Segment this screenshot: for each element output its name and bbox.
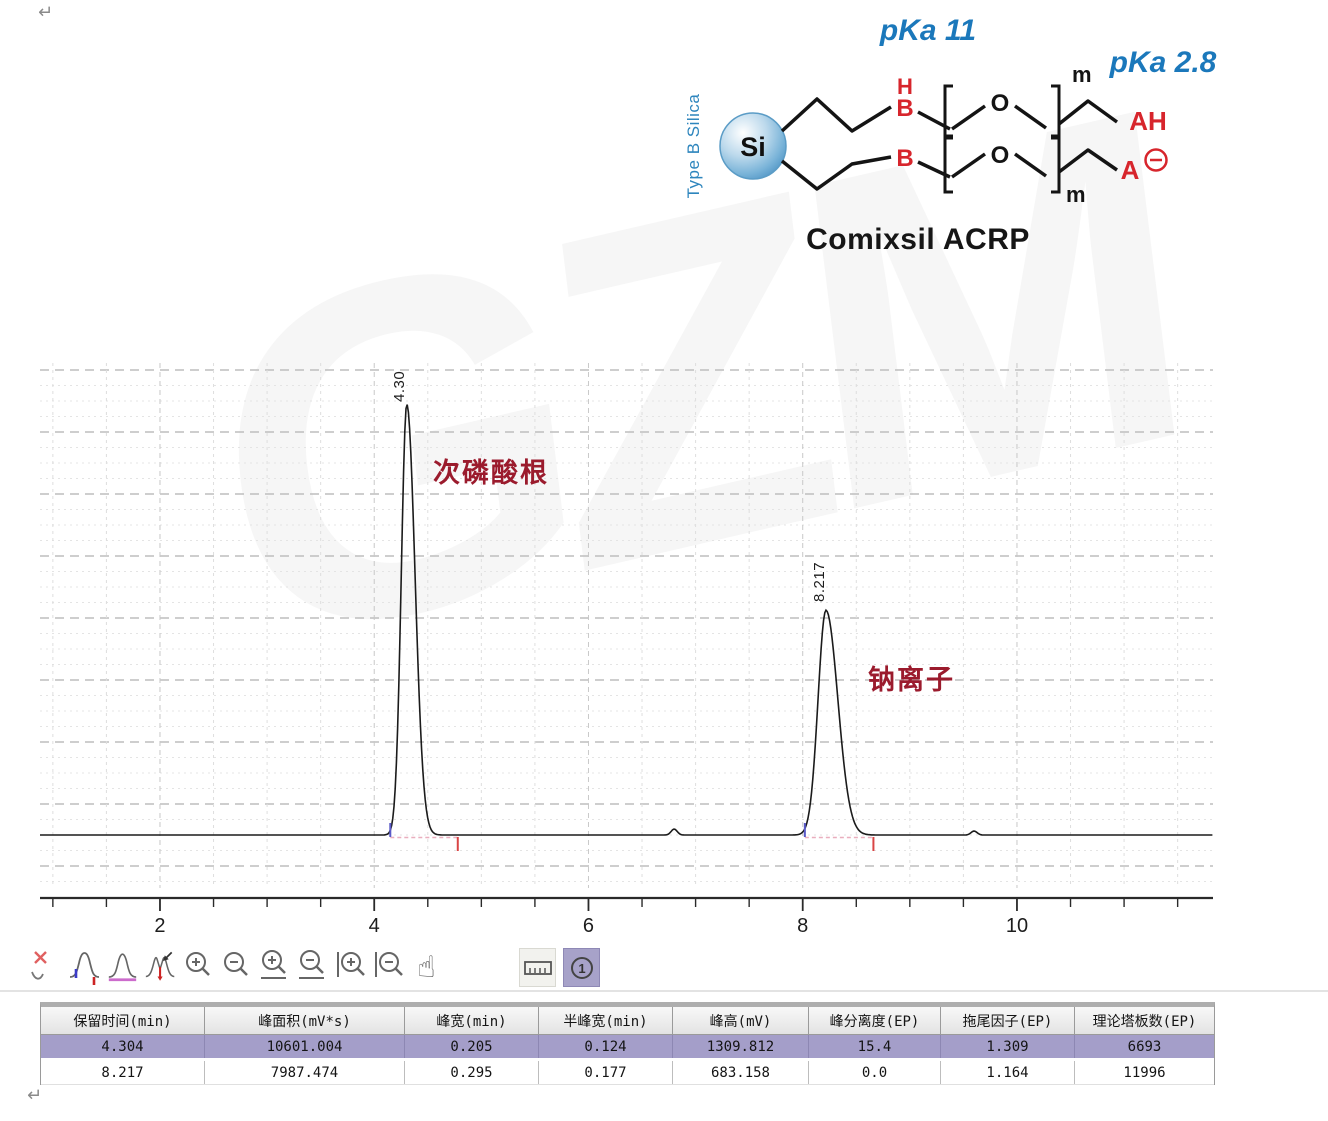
peak2-name-label: 钠离子: [868, 664, 955, 696]
col-header-peak-area[interactable]: 峰面积(mV*s): [205, 1007, 405, 1034]
silica-sphere: [719, 112, 787, 180]
cell-width: 0.205: [405, 1035, 539, 1058]
delete-peak-icon[interactable]: [31, 945, 62, 987]
cell-tailing: 1.164: [941, 1061, 1075, 1084]
hand-tool-icon[interactable]: ☝: [417, 950, 436, 985]
structure-caption: Comixsil ACRP: [806, 223, 1030, 256]
cell-half-width: 0.177: [539, 1061, 673, 1084]
svg-text:1: 1: [578, 961, 585, 976]
bottom-b-atom: B: [896, 145, 913, 172]
column-structure-diagram: pKa 11 pKa 2.8 Type B Silica Si H B O m …: [684, 14, 1217, 256]
peak-baseline-icon[interactable]: [107, 945, 138, 987]
chromatogram-toolbar: ☝ 1: [31, 945, 607, 987]
svg-text:4: 4: [369, 915, 380, 937]
svg-text:6: 6: [583, 915, 594, 937]
bottom-chain-bond: [780, 155, 892, 191]
bond: [950, 152, 987, 179]
pka-top-label: pKa 11: [879, 14, 976, 47]
col-header-half-width[interactable]: 半峰宽(min): [539, 1007, 673, 1034]
zoom-out-icon[interactable]: [221, 945, 252, 987]
cell-plates: 6693: [1127, 1039, 1162, 1055]
bottom-open-bracket: [943, 136, 953, 194]
cell-resolution: 15.4: [809, 1035, 941, 1058]
bottom-o-atom: O: [991, 142, 1010, 169]
top-end-group: AH: [1129, 106, 1167, 136]
bond: [1057, 148, 1118, 174]
chromatogram-plot[interactable]: 2 4 6 8 10 4.30 8.217 次磷酸根 钠离子: [0, 355, 1328, 940]
zoom-in-horizontal-icon[interactable]: [259, 945, 290, 987]
channel-1-icon[interactable]: 1: [563, 948, 600, 987]
cell-plates: 11996: [1123, 1065, 1166, 1081]
top-close-bracket: [1051, 84, 1061, 138]
top-m-subscript: m: [1072, 62, 1092, 87]
cell-rt: 4.304: [41, 1035, 205, 1058]
toolbar-separator: [0, 990, 1328, 992]
col-header-peak-width[interactable]: 峰宽(min): [405, 1007, 539, 1034]
cell-area: 10601.004: [205, 1035, 405, 1058]
zoom-in-icon[interactable]: [183, 945, 214, 987]
silica-type-label: Type B Silica: [684, 94, 703, 199]
cell-height: 1309.812: [673, 1035, 809, 1058]
top-o-atom: O: [991, 90, 1010, 117]
ruler-icon[interactable]: [519, 948, 556, 987]
col-header-retention-time[interactable]: 保留时间(min): [41, 1007, 205, 1034]
top-h-atom: H: [897, 74, 913, 99]
paragraph-return-mark-bottom: ↵: [27, 1085, 43, 1106]
signal-trace: [40, 404, 1213, 836]
bottom-m-subscript: m: [1066, 182, 1086, 207]
zoom-out-horizontal-icon[interactable]: [297, 945, 328, 987]
cell-rt: 8.217: [41, 1061, 205, 1084]
zoom-out-vertical-icon[interactable]: [373, 945, 404, 987]
zoom-in-vertical-icon[interactable]: [335, 945, 366, 987]
charge-minus-icon: [1144, 148, 1168, 172]
bottom-end-group: A: [1121, 155, 1140, 185]
peak-results-table: 保留时间(min) 峰面积(mV*s) 峰宽(min) 半峰宽(min) 峰高(…: [40, 1002, 1215, 1085]
top-b-atom: B: [896, 95, 913, 122]
cell-width: 0.295: [405, 1061, 539, 1084]
peak1-rt-label: 4.30: [391, 371, 408, 402]
plot-grid: [40, 363, 1213, 888]
col-header-tailing-factor[interactable]: 拖尾因子(EP): [941, 1007, 1075, 1034]
bond: [950, 104, 987, 131]
table-header-row: 保留时间(min) 峰面积(mV*s) 峰宽(min) 半峰宽(min) 峰高(…: [41, 1007, 1214, 1035]
integration-markers: [389, 823, 875, 851]
silica-sphere-label: Si: [740, 132, 766, 162]
col-header-peak-height[interactable]: 峰高(mV): [673, 1007, 809, 1034]
col-header-resolution[interactable]: 峰分离度(EP): [809, 1007, 941, 1034]
top-chain-bond: [780, 97, 892, 133]
top-open-bracket: [943, 84, 953, 138]
paragraph-return-mark-top: ↵: [38, 2, 54, 23]
peak2-rt-label: 8.217: [811, 562, 828, 602]
x-axis: 2 4 6 8 10: [40, 896, 1213, 937]
bond: [1013, 104, 1048, 130]
bond: [1057, 99, 1119, 126]
bond: [1013, 152, 1048, 178]
cell-height: 683.158: [673, 1061, 809, 1084]
svg-text:2: 2: [154, 915, 165, 937]
col-header-plate-count[interactable]: 理论塔板数(EP): [1092, 1014, 1197, 1030]
table-row[interactable]: 8.217 7987.474 0.295 0.177 683.158 0.0 1…: [41, 1061, 1214, 1085]
cell-resolution: 0.0: [809, 1061, 941, 1084]
drop-perpendicular-icon[interactable]: [145, 945, 176, 987]
pka-right-label: pKa 2.8: [1109, 46, 1217, 79]
table-row[interactable]: 4.304 10601.004 0.205 0.124 1309.812 15.…: [41, 1035, 1214, 1061]
peak1-name-label: 次磷酸根: [433, 458, 549, 489]
bottom-close-bracket: [1051, 136, 1061, 194]
cell-tailing: 1.309: [941, 1035, 1075, 1058]
svg-text:8: 8: [797, 915, 808, 937]
cell-half-width: 0.124: [539, 1035, 673, 1058]
peak-start-end-icon[interactable]: [69, 945, 100, 987]
cell-area: 7987.474: [205, 1061, 405, 1084]
svg-text:10: 10: [1006, 915, 1028, 937]
